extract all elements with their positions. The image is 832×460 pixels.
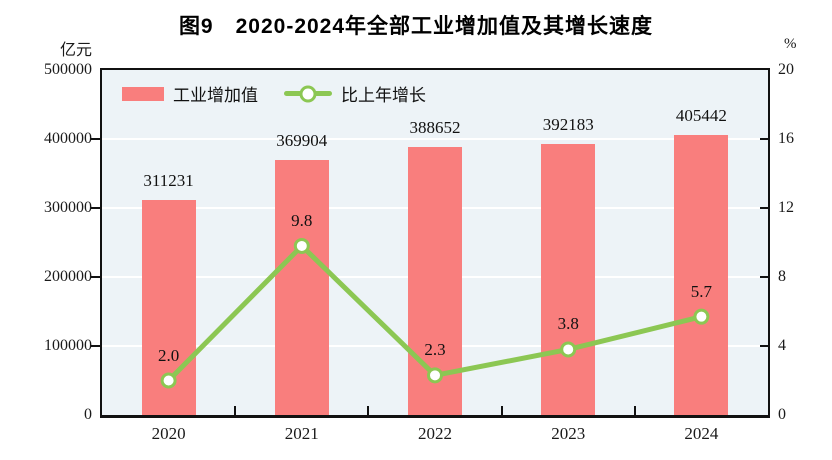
bar — [274, 159, 329, 415]
right-axis-tick-label: 4 — [778, 337, 786, 354]
bar-value-label: 392183 — [542, 115, 594, 135]
bar-value-label: 405442 — [675, 106, 727, 126]
bar — [541, 144, 596, 415]
legend: 工业增加值 比上年增长 — [122, 81, 426, 106]
right-axis-tick — [760, 276, 768, 278]
right-axis-tick — [760, 207, 768, 209]
bar-value-label: 369904 — [276, 130, 328, 150]
left-axis-tick-label: 400000 — [44, 130, 92, 147]
left-axis-tick — [91, 276, 100, 278]
plot-area: 工业增加值 比上年增长 311231 369904 388652 392183 4054… — [100, 68, 770, 418]
right-axis-unit: % — [784, 36, 797, 52]
left-axis-tick — [91, 138, 100, 140]
left-axis-tick — [91, 345, 100, 347]
right-axis-tick-label: 8 — [778, 268, 786, 285]
line-value-label: 5.7 — [690, 281, 713, 301]
right-axis-tick — [760, 345, 768, 347]
left-axis-tick-label: 300000 — [44, 199, 92, 216]
legend-bar-swatch — [122, 86, 164, 101]
right-axis-tick-label: 16 — [778, 130, 794, 147]
line-value-label: 9.8 — [291, 210, 313, 230]
x-axis-category-label: 2024 — [684, 424, 719, 443]
bar-value-label: 311231 — [143, 171, 194, 191]
left-axis-tick-label: 500000 — [44, 61, 92, 78]
legend-line-swatch — [284, 85, 332, 102]
x-axis-category-label: 2023 — [551, 424, 586, 443]
legend-bar-label: 工业增加值 — [173, 86, 258, 105]
gridline — [102, 138, 768, 140]
right-axis-tick-label: 20 — [778, 61, 794, 78]
x-axis-category-label: 2022 — [418, 424, 452, 443]
x-axis-tick — [500, 406, 503, 415]
x-axis-tick — [234, 406, 237, 415]
left-axis-tick-label: 100000 — [44, 337, 92, 354]
left-axis-tick-label: 200000 — [44, 268, 92, 285]
right-axis-tick-label: 0 — [778, 406, 786, 423]
legend-line-label: 比上年增长 — [341, 86, 426, 105]
right-axis-tick-label: 12 — [778, 199, 794, 216]
legend-line-marker-icon — [299, 85, 317, 102]
left-axis-tick-label: 0 — [84, 406, 92, 423]
left-axis-unit: 亿元 — [59, 42, 92, 59]
bar-value-label: 388652 — [409, 117, 461, 137]
bar — [674, 135, 729, 415]
x-axis-category-label: 2021 — [284, 424, 319, 443]
x-axis-category-label: 2020 — [151, 424, 186, 443]
chart-title: 图9 2020-2024年全部工业增加值及其增长速度 — [178, 15, 654, 38]
x-axis-tick — [367, 406, 370, 415]
line-value-label: 2.0 — [157, 345, 180, 365]
x-axis-tick — [633, 406, 636, 415]
left-axis-tick — [91, 207, 100, 209]
right-axis-tick — [760, 138, 768, 140]
line-value-label: 2.3 — [424, 340, 446, 360]
bar — [408, 146, 462, 415]
bar — [141, 200, 196, 415]
line-value-label: 3.8 — [557, 314, 579, 334]
